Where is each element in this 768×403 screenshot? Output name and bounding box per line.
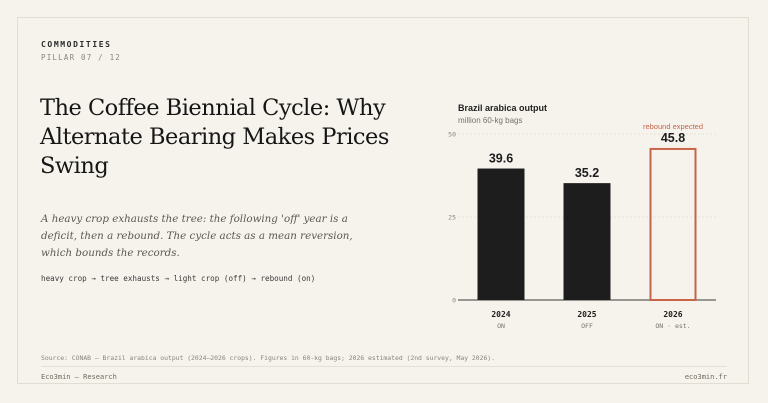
footer-divider	[41, 366, 727, 367]
card-frame	[17, 17, 749, 384]
chart-labels: 0 25 50 39.6 2024 ON 35.2 2025 OFF 45.8 2026 ON · e…	[448, 122, 703, 330]
chart-bars	[477, 147, 697, 301]
value-label: 45.8	[661, 131, 685, 145]
cycle-flow: heavy crop → tree exhausts → light crop …	[41, 274, 316, 283]
bar-2024	[477, 168, 525, 300]
bar-2026	[649, 147, 697, 301]
bar-chart: 0 25 50 39.6 2024 ON 35.2 2025 OFF 45.8 2026 ON · e…	[448, 122, 716, 330]
y-tick-label: 50	[448, 131, 456, 139]
bar-2025	[563, 183, 611, 300]
source-note: Source: CONAB — Brazil arabica output (2…	[41, 354, 496, 362]
pillar-counter: PILLAR 07 / 12	[41, 53, 122, 62]
category-label: 2024	[491, 310, 510, 319]
category-sublabel: OFF	[581, 322, 593, 330]
value-label: 35.2	[575, 166, 599, 180]
category-sublabel: ON	[497, 322, 505, 330]
value-label: 39.6	[489, 152, 513, 166]
lede-paragraph: A heavy crop exhausts the tree: the foll…	[41, 213, 353, 259]
y-tick-label: 25	[448, 214, 456, 222]
page-title: The Coffee Biennial Cycle: Why Alternate…	[40, 95, 389, 179]
category-sublabel: ON · est.	[655, 322, 690, 330]
y-tick-label: 0	[452, 297, 456, 305]
chart-title: Brazil arabica output	[458, 103, 548, 113]
section-kicker: COMMODITIES	[41, 40, 112, 49]
category-label: 2025	[577, 310, 596, 319]
chart-subtitle: million 60-kg bags	[458, 116, 523, 125]
footer-brand: Eco3min — Research	[41, 373, 117, 381]
category-label: 2026	[663, 310, 682, 319]
annotation-label: rebound expected	[643, 122, 703, 131]
footer-site: eco3min.fr	[684, 373, 727, 381]
